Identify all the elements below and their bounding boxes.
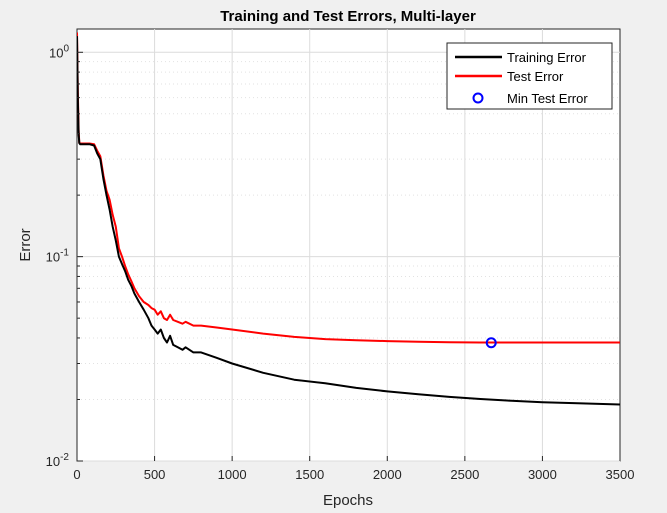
training-error-line [77,36,620,406]
x-tick-label: 2000 [373,467,402,482]
x-tick-label: 0 [73,467,80,482]
test-error-line [77,32,620,344]
x-axis-label: Epochs [323,492,373,509]
legend-label-training-error: Training Error [507,50,587,65]
series-layer [77,32,620,406]
y-tick-label: 10-1 [46,248,70,265]
y-tick-label: 100 [49,43,69,60]
legend-label-test-error: Test Error [507,69,564,84]
min-test-error-marker [485,337,497,349]
x-tick-label: 3500 [606,467,635,482]
x-tick-label: 3000 [528,467,557,482]
x-tick-label: 1500 [295,467,324,482]
y-axis-label: Error [17,228,34,261]
legend-marker-min-test-error [472,92,484,104]
y-tick-label: 10-2 [46,452,70,469]
chart-title: Training and Test Errors, Multi-layer [220,8,476,25]
legend-label-min-test-error: Min Test Error [507,91,588,106]
x-tick-label: 500 [144,467,166,482]
legend: Training Error Test Error Min Test Error [446,42,613,110]
x-tick-label: 1000 [218,467,247,482]
x-tick-label: 2500 [450,467,479,482]
ticks: 0 500 1000 1500 2000 2500 3000 3500 10-2 10-1 100 [46,43,635,482]
